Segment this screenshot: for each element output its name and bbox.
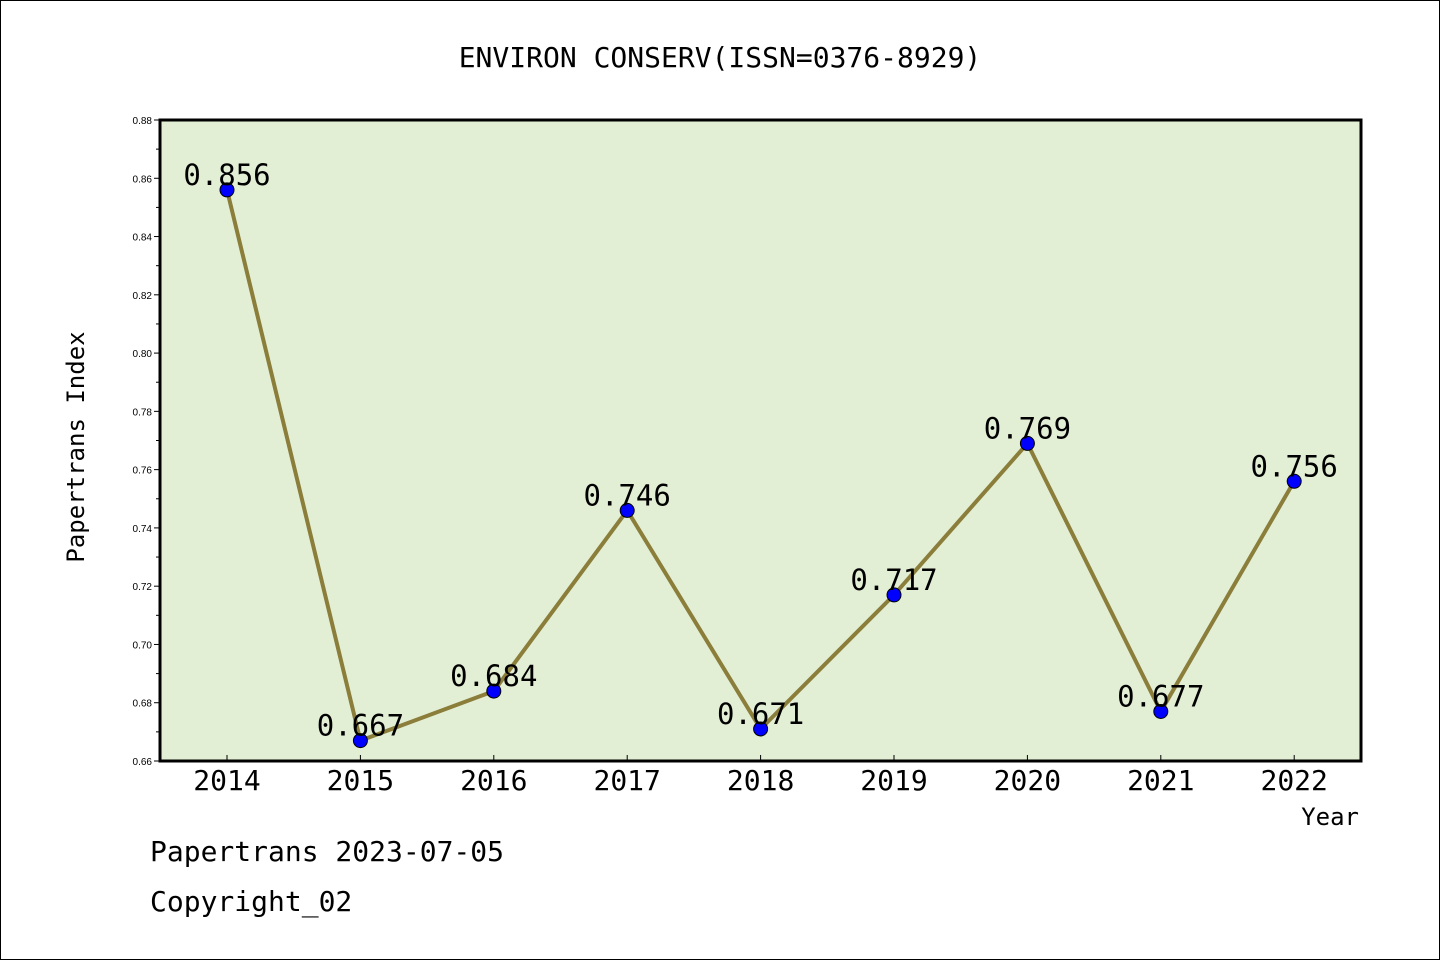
data-label: 0.756 — [1251, 449, 1338, 483]
x-tick-label: 2016 — [460, 764, 527, 797]
data-label: 0.684 — [450, 659, 537, 693]
plot-area — [158, 118, 1363, 763]
data-label: 0.856 — [183, 158, 270, 192]
data-point — [219, 182, 235, 198]
y-tick-label: 0.84 — [133, 233, 153, 244]
y-axis: 0.66 0.68 0.70 0.72 0.74 0.76 0.78 0.80 0.82 0.84… — [133, 116, 160, 768]
x-tick-label: 2014 — [193, 764, 260, 797]
data-labels-group: 0.856 0.667 0.684 0.746 0.671 0.717 0.769 0.677… — [183, 158, 1338, 743]
data-point — [1019, 435, 1035, 451]
y-tick-label: 0.76 — [133, 466, 153, 477]
y-tick-label: 0.68 — [133, 699, 153, 710]
x-axis: 2014 2015 2016 2017 2018 2019 2020 2021 2022 — [193, 755, 1328, 797]
chart-title: ENVIRON CONSERV(ISSN=0376-8929) — [459, 41, 982, 74]
data-points-group — [219, 182, 1302, 749]
footer-date-text: Papertrans 2023-07-05 — [150, 835, 505, 868]
data-label: 0.769 — [984, 411, 1071, 445]
x-axis-title: Year — [1301, 803, 1359, 831]
x-tick-label: 2020 — [994, 764, 1061, 797]
data-point — [1286, 473, 1302, 489]
x-tick-label: 2017 — [593, 764, 660, 797]
data-point — [486, 683, 502, 699]
y-tick-label: 0.72 — [133, 582, 153, 593]
data-point — [753, 721, 769, 737]
data-point — [619, 502, 635, 518]
data-label: 0.746 — [584, 478, 671, 512]
y-tick-label: 0.82 — [133, 291, 153, 302]
x-tick-label: 2018 — [727, 764, 794, 797]
x-tick-label: 2022 — [1260, 764, 1327, 797]
y-axis-title: Papertrans Index — [62, 331, 90, 562]
y-tick-label: 0.86 — [133, 174, 153, 185]
data-point — [886, 587, 902, 603]
y-tick-label: 0.74 — [133, 524, 153, 535]
x-tick-label: 2015 — [327, 764, 394, 797]
data-label: 0.717 — [850, 563, 937, 597]
y-tick-label: 0.80 — [133, 349, 153, 360]
y-tick-label: 0.70 — [133, 640, 153, 651]
y-tick-label: 0.66 — [133, 757, 153, 768]
x-tick-label: 2019 — [860, 764, 927, 797]
data-point — [352, 733, 368, 749]
footer-copyright-text: Copyright_02 — [150, 885, 353, 918]
data-label: 0.671 — [717, 697, 804, 731]
y-tick-label: 0.78 — [133, 407, 153, 418]
data-label: 0.677 — [1117, 679, 1204, 713]
data-point — [1153, 703, 1169, 719]
data-label: 0.667 — [317, 709, 404, 743]
y-tick-label: 0.88 — [133, 116, 153, 127]
x-tick-label: 2021 — [1127, 764, 1194, 797]
